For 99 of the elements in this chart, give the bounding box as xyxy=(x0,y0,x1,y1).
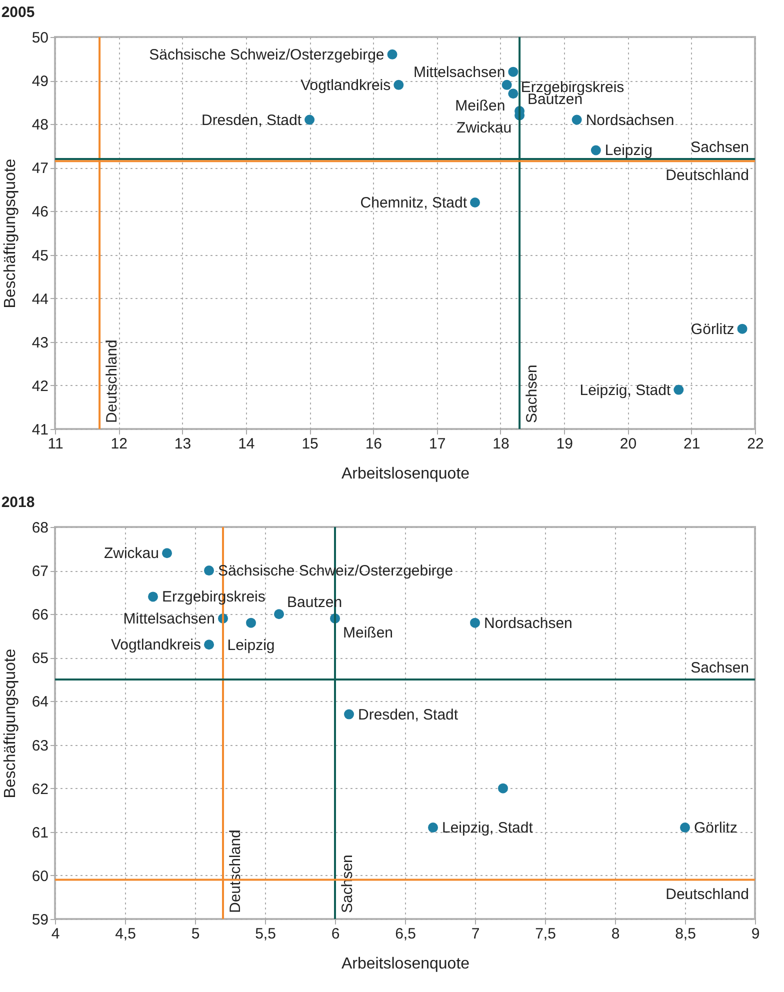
point xyxy=(498,783,508,794)
x-tick-label: 17 xyxy=(428,436,446,452)
y-tick-label: 59 xyxy=(32,912,48,928)
annotation: Mittelsachsen xyxy=(123,610,215,628)
x-tick-label: 12 xyxy=(110,436,128,452)
point xyxy=(148,592,158,602)
ref-line-label: Deutschland xyxy=(666,886,749,903)
annotation: Görlitz xyxy=(690,320,734,338)
point xyxy=(204,566,214,576)
point xyxy=(304,114,315,125)
x-tick-label: 15 xyxy=(302,436,318,452)
annotation: Chemnitz, Stadt xyxy=(360,194,468,212)
y-tick-label: 60 xyxy=(32,868,48,885)
ref-line-label: Sachsen xyxy=(690,659,749,676)
x-tick-label: 4 xyxy=(51,926,60,942)
annotation: Vogtlandkreis xyxy=(110,636,201,654)
y-tick-label: 41 xyxy=(32,422,48,438)
y-tick-label: 65 xyxy=(32,650,48,668)
y-tick-label: 62 xyxy=(32,780,48,798)
point xyxy=(204,640,214,650)
x-tick-label: 22 xyxy=(747,436,764,452)
point xyxy=(572,114,582,125)
x-tick-label: 9 xyxy=(751,926,760,942)
chart-title: 2005 xyxy=(1,4,35,21)
point xyxy=(674,384,684,395)
ref-line-label: Sachsen xyxy=(524,364,541,423)
x-tick-label: 16 xyxy=(365,436,382,452)
point xyxy=(508,66,518,77)
y-tick-label: 67 xyxy=(32,563,48,580)
y-tick-label: 46 xyxy=(32,204,48,221)
point xyxy=(508,88,518,99)
point xyxy=(737,324,748,334)
point xyxy=(387,49,398,60)
point xyxy=(502,80,512,90)
annotation: Nordsachsen xyxy=(586,112,674,129)
x-tick-label: 11 xyxy=(48,436,64,452)
y-tick-label: 49 xyxy=(32,73,48,90)
point xyxy=(162,548,172,558)
x-tick-label: 4,5 xyxy=(115,926,136,942)
y-tick-label: 64 xyxy=(32,694,48,711)
annotation: Mittelsachsen xyxy=(413,64,506,81)
annotation: Zwickau xyxy=(456,119,512,136)
point xyxy=(680,822,690,833)
x-tick-label: 7,5 xyxy=(535,926,556,942)
annotation: Görlitz xyxy=(694,820,738,837)
x-tick-label: 6,5 xyxy=(395,926,416,942)
y-tick-label: 63 xyxy=(32,737,48,754)
point xyxy=(394,80,404,90)
y-axis-title: Beschäftigungsquote xyxy=(2,648,19,798)
chart-title: 2018 xyxy=(1,494,35,511)
annotation: Leipzig, Stadt xyxy=(442,820,534,837)
y-tick-label: 48 xyxy=(32,116,48,134)
ref-line-label: Deutschland xyxy=(104,340,121,423)
annotation: Dresden, Stadt xyxy=(201,112,302,129)
point xyxy=(274,609,284,620)
ref-line-label: Deutschland xyxy=(227,830,244,913)
annotation: Nordsachsen xyxy=(484,614,572,632)
y-tick-label: 68 xyxy=(32,520,48,536)
x-tick-label: 21 xyxy=(684,436,700,452)
x-tick-label: 7 xyxy=(471,926,480,942)
x-tick-label: 8,5 xyxy=(675,926,696,942)
annotation: Leipzig xyxy=(604,142,652,160)
annotation: Meißen xyxy=(343,624,394,642)
ref-line-label: Sachsen xyxy=(690,138,749,156)
point xyxy=(344,709,354,720)
annotation: Zwickau xyxy=(104,545,159,562)
y-tick-label: 43 xyxy=(32,334,48,352)
y-tick-label: 45 xyxy=(32,247,48,264)
x-tick-label: 5 xyxy=(191,926,200,942)
y-axis-title: Beschäftigungsquote xyxy=(2,158,19,308)
x-tick-label: 13 xyxy=(174,436,192,452)
y-tick-label: 50 xyxy=(32,30,48,46)
x-axis-title: Arbeitslosenquote xyxy=(341,956,470,972)
x-tick-label: 5,5 xyxy=(255,926,276,942)
annotation: Vogtlandkreis xyxy=(300,76,391,94)
y-tick-label: 66 xyxy=(32,606,48,624)
y-tick-label: 47 xyxy=(32,160,48,178)
x-tick-label: 6 xyxy=(331,926,340,942)
x-tick-label: 8 xyxy=(611,926,620,942)
ref-line-label: Deutschland xyxy=(666,167,749,184)
x-tick-label: 20 xyxy=(620,436,637,452)
point xyxy=(590,145,601,156)
point xyxy=(470,618,480,628)
y-tick-label: 42 xyxy=(32,378,48,395)
x-tick-label: 19 xyxy=(556,436,573,452)
y-tick-label: 61 xyxy=(32,824,48,842)
x-tick-label: 18 xyxy=(492,436,510,452)
y-tick-label: 44 xyxy=(32,290,48,308)
annotation: Leipzig, Stadt xyxy=(580,382,672,399)
annotation: Dresden, Stadt xyxy=(358,706,459,724)
point xyxy=(470,198,480,208)
ref-line-label: Sachsen xyxy=(339,854,356,913)
x-axis-title: Arbeitslosenquote xyxy=(341,466,470,482)
x-tick-label: 14 xyxy=(238,436,255,452)
point xyxy=(428,822,438,833)
annotation: Meißen xyxy=(455,98,506,115)
point xyxy=(246,618,256,628)
annotation: Leipzig xyxy=(227,636,275,654)
annotation: Sächsische Schweiz/Osterzgebirge xyxy=(149,46,384,64)
